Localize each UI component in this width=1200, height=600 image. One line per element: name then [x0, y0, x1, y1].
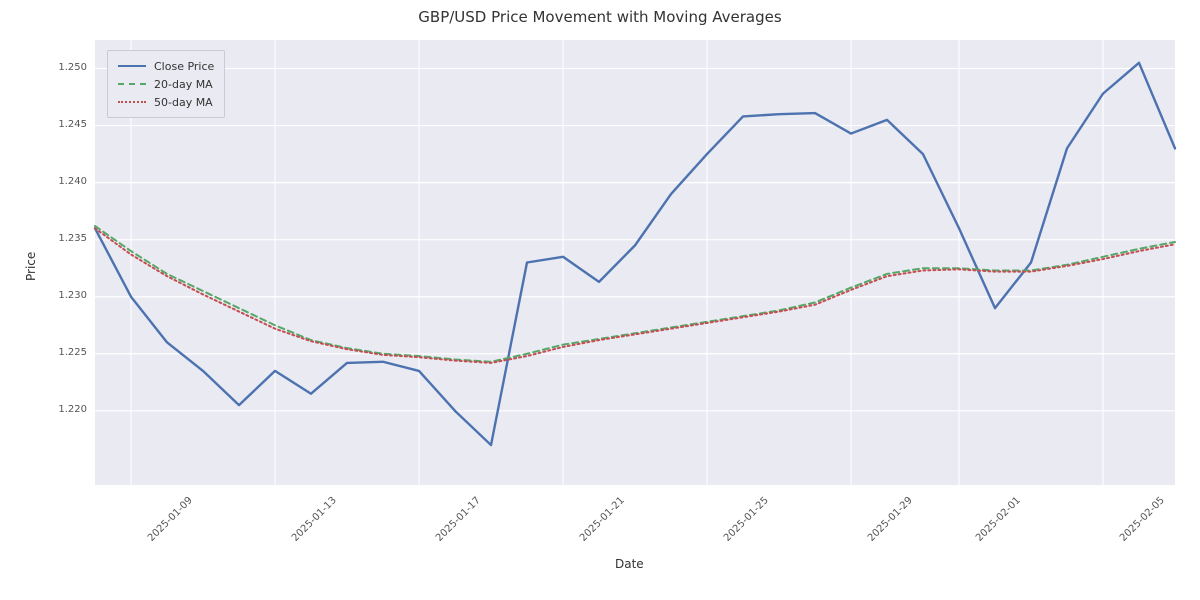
y-tick-label: 1.235 [58, 233, 87, 244]
x-tick-label: 2025-01-09 [146, 495, 195, 544]
legend-swatch [118, 101, 146, 103]
series-line [95, 63, 1175, 445]
legend: Close Price 20-day MA 50-day MA [107, 50, 225, 118]
y-tick-label: 1.240 [58, 176, 87, 187]
x-tick-label: 2025-01-29 [866, 495, 915, 544]
figure: GBP/USD Price Movement with Moving Avera… [0, 0, 1200, 600]
x-axis-label: Date [615, 557, 644, 571]
x-tick-label: 2025-01-21 [578, 495, 627, 544]
legend-label: Close Price [154, 60, 214, 73]
y-tick-label: 1.230 [58, 290, 87, 301]
legend-swatch [118, 83, 146, 85]
legend-label: 50-day MA [154, 96, 213, 109]
legend-swatch [118, 65, 146, 67]
legend-item: 20-day MA [118, 75, 214, 93]
y-tick-label: 1.250 [58, 62, 87, 73]
x-tick-label: 2025-01-17 [434, 495, 483, 544]
x-tick-label: 2025-01-13 [290, 495, 339, 544]
chart-svg [95, 40, 1175, 485]
chart-title: GBP/USD Price Movement with Moving Avera… [0, 8, 1200, 26]
y-axis-label: Price [24, 251, 38, 280]
y-tick-label: 1.220 [58, 404, 87, 415]
x-tick-label: 2025-01-25 [722, 495, 771, 544]
legend-item: Close Price [118, 57, 214, 75]
y-tick-label: 1.225 [58, 347, 87, 358]
x-tick-label: 2025-02-05 [1118, 495, 1167, 544]
legend-label: 20-day MA [154, 78, 213, 91]
x-tick-label: 2025-02-01 [974, 495, 1023, 544]
series-line [95, 228, 1175, 363]
legend-item: 50-day MA [118, 93, 214, 111]
y-tick-label: 1.245 [58, 119, 87, 130]
